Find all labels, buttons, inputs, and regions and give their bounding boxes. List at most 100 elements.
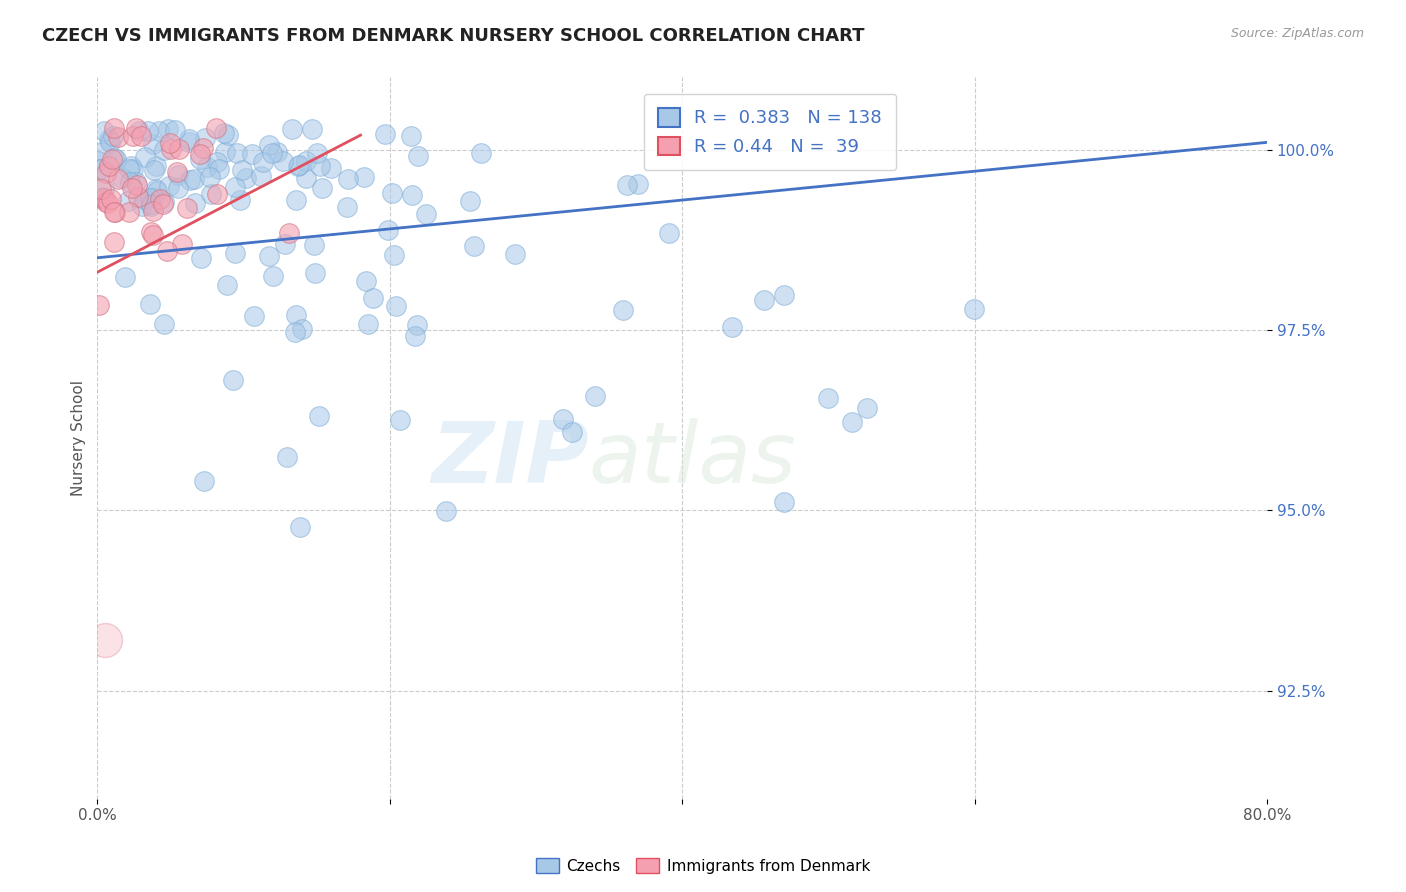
Point — [214, 145, 236, 159]
Point — [94, 194, 117, 209]
Point — [357, 317, 380, 331]
Point — [612, 302, 634, 317]
Point — [276, 450, 298, 464]
Point — [361, 292, 384, 306]
Point — [401, 188, 423, 202]
Point — [243, 309, 266, 323]
Point — [96, 166, 118, 180]
Point — [134, 150, 156, 164]
Point — [139, 191, 162, 205]
Point — [153, 143, 176, 157]
Point — [198, 170, 221, 185]
Point — [470, 145, 492, 160]
Point — [103, 204, 125, 219]
Point — [179, 173, 201, 187]
Point — [217, 278, 239, 293]
Point — [103, 120, 125, 135]
Legend: R =  0.383   N = 138, R = 0.44   N =  39: R = 0.383 N = 138, R = 0.44 N = 39 — [644, 94, 896, 170]
Point — [167, 168, 190, 182]
Point — [142, 227, 165, 242]
Point — [177, 132, 200, 146]
Point — [114, 269, 136, 284]
Point — [101, 128, 124, 143]
Y-axis label: Nursery School: Nursery School — [72, 380, 86, 496]
Point — [136, 124, 159, 138]
Point — [157, 178, 180, 193]
Point — [93, 633, 115, 648]
Point — [963, 301, 986, 316]
Point — [377, 223, 399, 237]
Point — [166, 165, 188, 179]
Point — [195, 161, 218, 175]
Point — [190, 251, 212, 265]
Point — [222, 373, 245, 387]
Point — [224, 246, 246, 260]
Point — [271, 154, 294, 169]
Point — [405, 318, 427, 333]
Point — [152, 197, 174, 211]
Point — [817, 391, 839, 405]
Point — [356, 274, 378, 288]
Point — [458, 194, 481, 208]
Point — [121, 180, 143, 194]
Point — [415, 207, 437, 221]
Point — [337, 172, 360, 186]
Point — [585, 389, 607, 403]
Point — [658, 226, 681, 240]
Point — [287, 160, 309, 174]
Point — [399, 129, 422, 144]
Point — [252, 154, 274, 169]
Point — [463, 239, 485, 253]
Point — [90, 181, 112, 195]
Point — [90, 162, 112, 177]
Point — [380, 186, 402, 200]
Point — [100, 192, 122, 206]
Point — [208, 161, 231, 176]
Point — [295, 153, 318, 168]
Point — [127, 190, 149, 204]
Point — [288, 158, 311, 172]
Point — [125, 178, 148, 192]
Point — [131, 198, 153, 212]
Point — [200, 187, 222, 202]
Point — [212, 126, 235, 140]
Point — [266, 145, 288, 159]
Point — [97, 196, 120, 211]
Point — [97, 132, 120, 146]
Point — [226, 145, 249, 160]
Point — [139, 197, 162, 211]
Point — [305, 145, 328, 160]
Point — [103, 235, 125, 249]
Text: CZECH VS IMMIGRANTS FROM DENMARK NURSERY SCHOOL CORRELATION CHART: CZECH VS IMMIGRANTS FROM DENMARK NURSERY… — [42, 27, 865, 45]
Point — [283, 326, 305, 340]
Point — [406, 149, 429, 163]
Point — [561, 425, 583, 440]
Point — [111, 171, 134, 186]
Point — [193, 474, 215, 488]
Point — [129, 129, 152, 144]
Point — [156, 121, 179, 136]
Point — [262, 268, 284, 283]
Point — [153, 194, 176, 209]
Point — [301, 122, 323, 136]
Point — [228, 193, 250, 207]
Point — [188, 152, 211, 166]
Text: ZIP: ZIP — [432, 418, 589, 501]
Point — [260, 146, 283, 161]
Point — [104, 153, 127, 167]
Point — [235, 171, 257, 186]
Point — [91, 145, 114, 159]
Point — [167, 142, 190, 156]
Point — [280, 122, 302, 136]
Point — [125, 120, 148, 135]
Point — [207, 187, 229, 202]
Point — [319, 161, 342, 175]
Point — [207, 155, 229, 169]
Point — [132, 192, 155, 206]
Point — [120, 159, 142, 173]
Point — [122, 128, 145, 143]
Point — [145, 159, 167, 173]
Point — [231, 163, 253, 178]
Point — [128, 124, 150, 138]
Point — [172, 237, 194, 252]
